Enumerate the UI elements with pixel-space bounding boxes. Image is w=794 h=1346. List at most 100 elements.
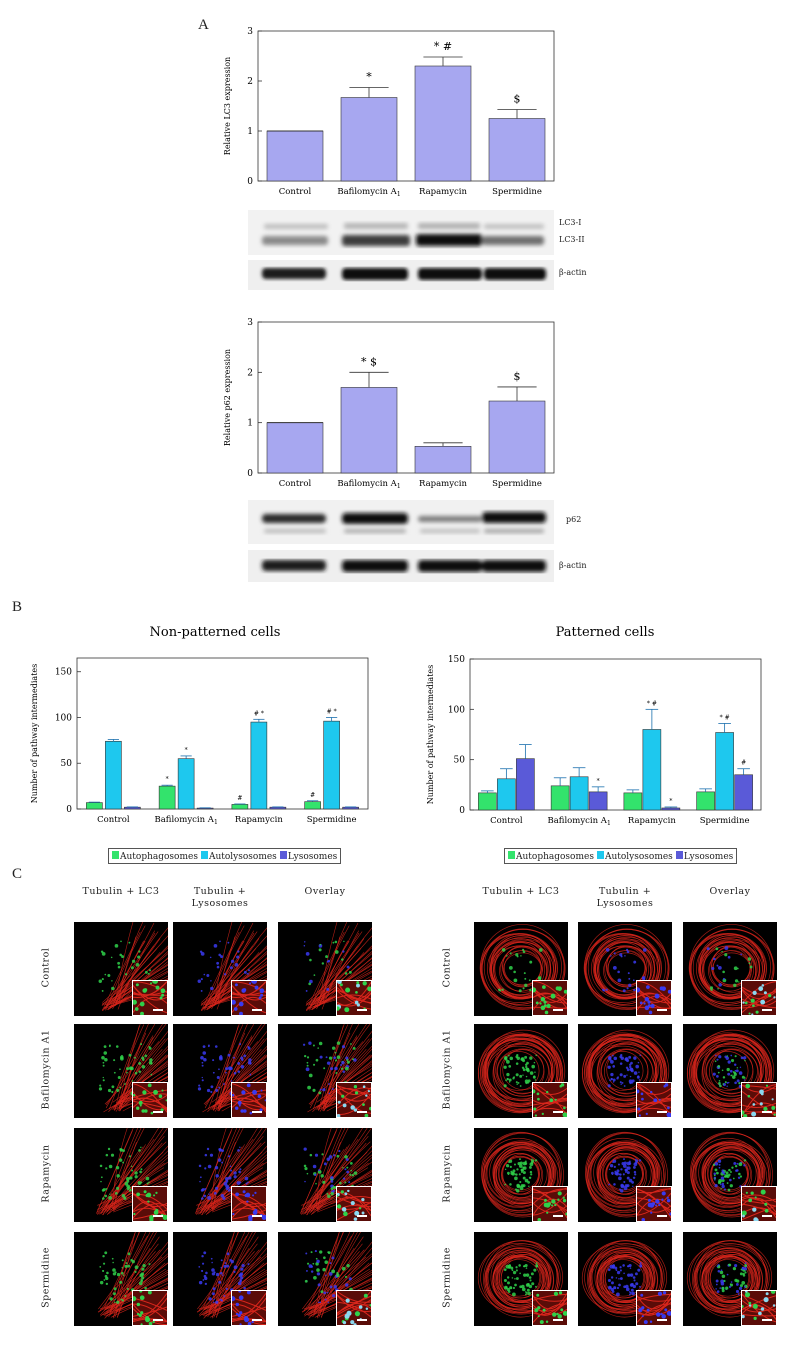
legend-label: Autolysosomes <box>604 851 673 862</box>
micrograph <box>173 1024 267 1118</box>
bar <box>550 785 570 811</box>
legend-item-lysosomes: Lysosomes <box>675 850 733 862</box>
scale-bar <box>762 1319 772 1321</box>
y-tick-label: 0 <box>247 469 253 479</box>
micrograph-image <box>584 1131 668 1218</box>
micrograph-inset <box>336 980 372 1016</box>
x-tick-label: Rapamycin <box>628 816 677 826</box>
micrograph-inset <box>132 1186 168 1222</box>
micrograph-image <box>688 924 775 1010</box>
legend-swatch <box>508 850 515 859</box>
micrograph-image <box>477 1029 566 1114</box>
panel-letter-a: A <box>198 17 209 33</box>
significance-label: # <box>310 792 315 799</box>
micrograph-image <box>583 924 670 1010</box>
microscopy-column-header: Tubulin + LC3 <box>82 886 160 897</box>
panel-letter-b: B <box>12 599 23 615</box>
micrograph-inset <box>532 1290 568 1326</box>
significance-label: * <box>366 71 372 84</box>
micrograph <box>173 922 267 1016</box>
microscopy-column-header: Overlay <box>709 886 751 897</box>
x-tick-label: Control <box>279 479 312 489</box>
scale-bar <box>357 1319 367 1321</box>
p62-blot-image <box>248 500 554 582</box>
legend-label: Lysosomes <box>287 851 338 862</box>
micrograph <box>474 1024 568 1118</box>
y-tick-label: 50 <box>61 759 73 769</box>
legend-swatch <box>675 850 683 859</box>
legend-item-autophagosomes: Autophagosomes <box>112 850 198 862</box>
bar <box>623 792 643 811</box>
plot-frame <box>257 321 555 474</box>
inset-image <box>637 1083 671 1117</box>
y-tick-label: 0 <box>247 177 253 187</box>
microscopy-column-header: Tubulin + Lysosomes <box>191 886 249 909</box>
microscopy-row-label: Spermidine <box>40 1247 52 1308</box>
lc3-western-blot <box>248 210 554 290</box>
microscopy-row-label: Spermidine <box>441 1247 453 1308</box>
micrograph <box>578 1128 672 1222</box>
y-axis-label: Relative LC3 expression <box>223 57 232 155</box>
lc3-blot-image <box>248 210 554 290</box>
bar <box>266 422 324 474</box>
lc3-ii-label: LC3-II <box>559 235 585 244</box>
significance-label: $ <box>514 93 521 106</box>
bar <box>340 387 398 474</box>
significance-label: * <box>669 798 672 805</box>
legend-swatch <box>112 850 119 859</box>
micrograph-image <box>95 1128 168 1216</box>
micrograph-inset <box>741 1186 777 1222</box>
significance-label: * $ <box>361 355 377 368</box>
scale-bar <box>762 1111 772 1113</box>
legend-item-autolysosomes: Autolysosomes <box>596 850 673 862</box>
significance-label: # <box>741 760 746 767</box>
lc3-bar-chart: 0 1 2 3 Relative LC3 expression Control Bafilo… <box>223 27 555 198</box>
p62-western-blot <box>248 500 554 582</box>
legend-non-patterned: Autophagosomes Autolysosomes Lysosomes <box>108 848 342 864</box>
x-tick-label: Control <box>279 187 312 197</box>
micrograph-inset <box>336 1082 372 1118</box>
significance-label: # * <box>254 710 264 717</box>
micrograph-inset <box>132 980 168 1016</box>
lc3-i-label: LC3-I <box>559 218 582 227</box>
y-axis-label: Relative p62 expression <box>223 349 232 446</box>
inset-image <box>232 1083 266 1117</box>
legend-label: Autolysosomes <box>208 851 277 862</box>
micrograph <box>278 1232 372 1326</box>
micrograph-inset <box>231 1186 267 1222</box>
micrograph-inset <box>636 1186 672 1222</box>
bar <box>516 758 535 811</box>
y-tick-label: 1 <box>247 419 253 429</box>
significance-label: * # <box>720 714 730 721</box>
scale-bar <box>553 1319 563 1321</box>
scale-bar <box>252 1215 262 1217</box>
scale-bar <box>657 1009 667 1011</box>
micrograph-image <box>301 1232 372 1319</box>
y-tick-label: 150 <box>448 655 465 665</box>
x-tick-label: Spermidine <box>307 815 357 825</box>
scale-bar <box>553 1215 563 1217</box>
x-tick-label: Bafilomycin A1 <box>547 816 610 827</box>
bar <box>569 776 589 811</box>
bar <box>414 446 472 474</box>
microscopy-row-label: Rapamycin <box>40 1144 52 1203</box>
y-tick-label: 3 <box>247 27 253 37</box>
inset-image <box>742 1291 776 1325</box>
micrograph <box>578 922 672 1016</box>
micrograph-inset <box>532 1186 568 1222</box>
legend-item-autolysosomes: Autolysosomes <box>200 850 277 862</box>
micrograph-inset <box>741 1290 777 1326</box>
microscopy-column-header: Tubulin + Lysosomes <box>596 886 654 909</box>
micrograph-inset <box>336 1186 372 1222</box>
scale-bar <box>553 1009 563 1011</box>
scale-bar <box>252 1009 262 1011</box>
micrograph <box>173 1232 267 1326</box>
scale-bar <box>553 1111 563 1113</box>
bar <box>488 118 546 182</box>
micrograph-image <box>581 1240 668 1318</box>
scale-bar <box>657 1319 667 1321</box>
significance-label: * # <box>647 700 657 707</box>
inset-image <box>232 981 266 1015</box>
micrograph <box>683 1024 777 1118</box>
bar <box>642 729 662 811</box>
